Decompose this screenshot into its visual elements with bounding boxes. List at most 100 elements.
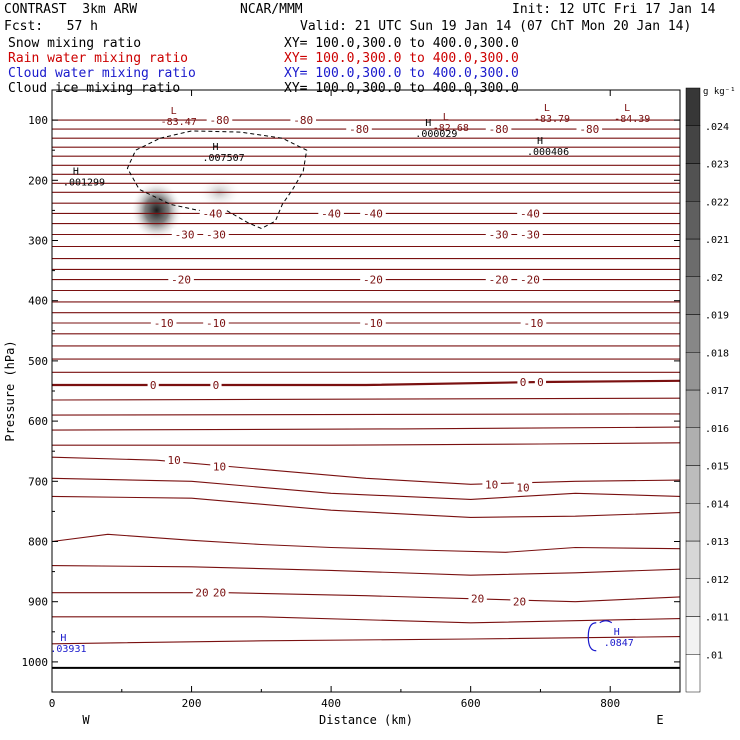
temperature-contour-label: 0: [150, 379, 157, 392]
colorbar-segment: [685, 578, 701, 617]
field-label-cloud-ice: Cloud ice mixing ratio: [8, 81, 181, 96]
temperature-contour-label: -40: [321, 207, 341, 220]
temperature-contour: [52, 565, 680, 576]
extrema-symbol: H: [212, 142, 218, 153]
temperature-contour: [52, 397, 680, 401]
colorbar-unit: g kg⁻¹: [703, 87, 736, 97]
extrema-value: .001299: [63, 177, 105, 188]
colorbar-segment: [685, 314, 701, 353]
temperature-contour: [52, 442, 680, 446]
colorbar-segment: [685, 125, 701, 164]
temperature-contour-label: -20: [171, 274, 191, 287]
y-tick-label: 600: [28, 415, 48, 428]
contour-label-bg: [210, 378, 222, 391]
colorbar-label: .016: [705, 424, 729, 435]
contour-label-bg: [199, 207, 226, 220]
temperature-contour-label: -80: [579, 123, 599, 136]
y-tick-label: 500: [28, 355, 48, 368]
colorbar-label: .02: [705, 273, 723, 284]
colorbar-label: .012: [705, 575, 729, 586]
temperature-contour: [52, 592, 680, 603]
colorbar-segment: [685, 389, 701, 428]
temperature-contour: [52, 495, 680, 518]
temperature-contour-label: 20: [471, 593, 484, 606]
extrema-value: -84.39: [614, 114, 650, 125]
x-tick-label: 600: [461, 697, 481, 710]
temperature-contour-label: 10: [167, 454, 180, 467]
colorbar-label: .014: [705, 499, 729, 510]
colorbar-segment: [685, 540, 701, 579]
contour-label-bg: [147, 378, 159, 391]
temperature-contour-label: -30: [489, 228, 509, 241]
x-tick-label: 800: [600, 697, 620, 710]
extrema-value: -83.79: [534, 114, 570, 125]
extrema-value: .03931: [50, 644, 86, 655]
colorbar-label: .024: [705, 122, 729, 133]
temperature-contour: [52, 456, 680, 485]
temperature-contour-label: -30: [206, 228, 226, 241]
contour-label-bg: [534, 375, 547, 388]
extrema-value: .000406: [527, 147, 569, 158]
extrema-symbol: H: [614, 627, 620, 638]
contour-label-bg: [346, 123, 372, 136]
temperature-contour: [52, 426, 680, 431]
center-label: NCAR/MMM: [240, 2, 303, 17]
colorbar-label: .015: [705, 462, 729, 473]
y-tick-label: 700: [28, 475, 48, 488]
y-tick-label: 100: [28, 114, 48, 127]
field-xy-snow: XY= 100.0,300.0 to 400.0,300.0: [284, 36, 519, 51]
contour-label-bg: [468, 592, 487, 605]
contour-label-bg: [192, 586, 212, 599]
temperature-contour: [52, 477, 680, 500]
temperature-contour-label: 0: [537, 376, 544, 389]
contour-label-bg: [210, 586, 229, 599]
temperature-contour-label: -80: [210, 114, 230, 127]
contour-label-bg: [203, 228, 229, 241]
y-tick-label: 400: [28, 295, 48, 308]
colorbar-segment: [685, 503, 701, 542]
temperature-contour-label: -20: [520, 274, 540, 287]
temperature-contour-label: 10: [485, 478, 498, 491]
field-xy-cloud-water: XY= 100.0,300.0 to 400.0,300.0: [284, 66, 519, 81]
contour-label-bg: [360, 207, 386, 220]
colorbar-label: .018: [705, 348, 729, 359]
temperature-contour-label: -10: [206, 317, 226, 330]
extrema-symbol: L: [443, 112, 449, 123]
colorbar-segment: [685, 465, 701, 504]
extrema-value: .007507: [202, 153, 244, 164]
contour-label-bg: [485, 273, 512, 286]
valid-time: Valid: 21 UTC Sun 19 Jan 14 (07 ChT Mon …: [300, 19, 692, 34]
y-axis-label: Pressure (hPa): [3, 340, 17, 441]
field-label-snow: Snow mixing ratio: [8, 36, 142, 51]
east-label: E: [656, 713, 663, 727]
contour-label-bg: [150, 316, 177, 329]
model-title: CONTRAST 3km ARW: [4, 2, 138, 17]
contour-label-bg: [520, 316, 547, 329]
temperature-contour-label: 0: [520, 376, 527, 389]
extrema-symbol: L: [624, 103, 630, 114]
temperature-contour-label: 10: [516, 481, 529, 494]
colorbar-segment: [685, 201, 701, 240]
colorbar-segment: [685, 276, 701, 315]
west-label: W: [82, 713, 90, 727]
field-xy-cloud-ice: XY= 100.0,300.0 to 400.0,300.0: [284, 81, 519, 96]
colorbar-label: .013: [705, 537, 729, 548]
temperature-contour-label: -30: [520, 228, 540, 241]
temperature-contour-label: -20: [489, 274, 509, 287]
contour-label-bg: [485, 228, 512, 241]
y-tick-label: 300: [28, 235, 48, 248]
contour-label-bg: [517, 273, 543, 286]
temperature-contour-label: 20: [213, 587, 226, 600]
contour-label-bg: [290, 114, 316, 127]
forecast-hour: Fcst: 57 h: [4, 19, 98, 34]
temperature-contour-label: -10: [524, 317, 544, 330]
y-tick-label: 200: [28, 174, 48, 187]
contour-label-bg: [203, 316, 229, 329]
colorbar-segment: [685, 238, 701, 277]
colorbar-segment: [685, 87, 701, 126]
mixing-ratio-blob: [130, 180, 183, 241]
temperature-contour-label: -80: [349, 123, 369, 136]
contour-label-bg: [168, 273, 194, 286]
colorbar-segment: [685, 427, 701, 466]
